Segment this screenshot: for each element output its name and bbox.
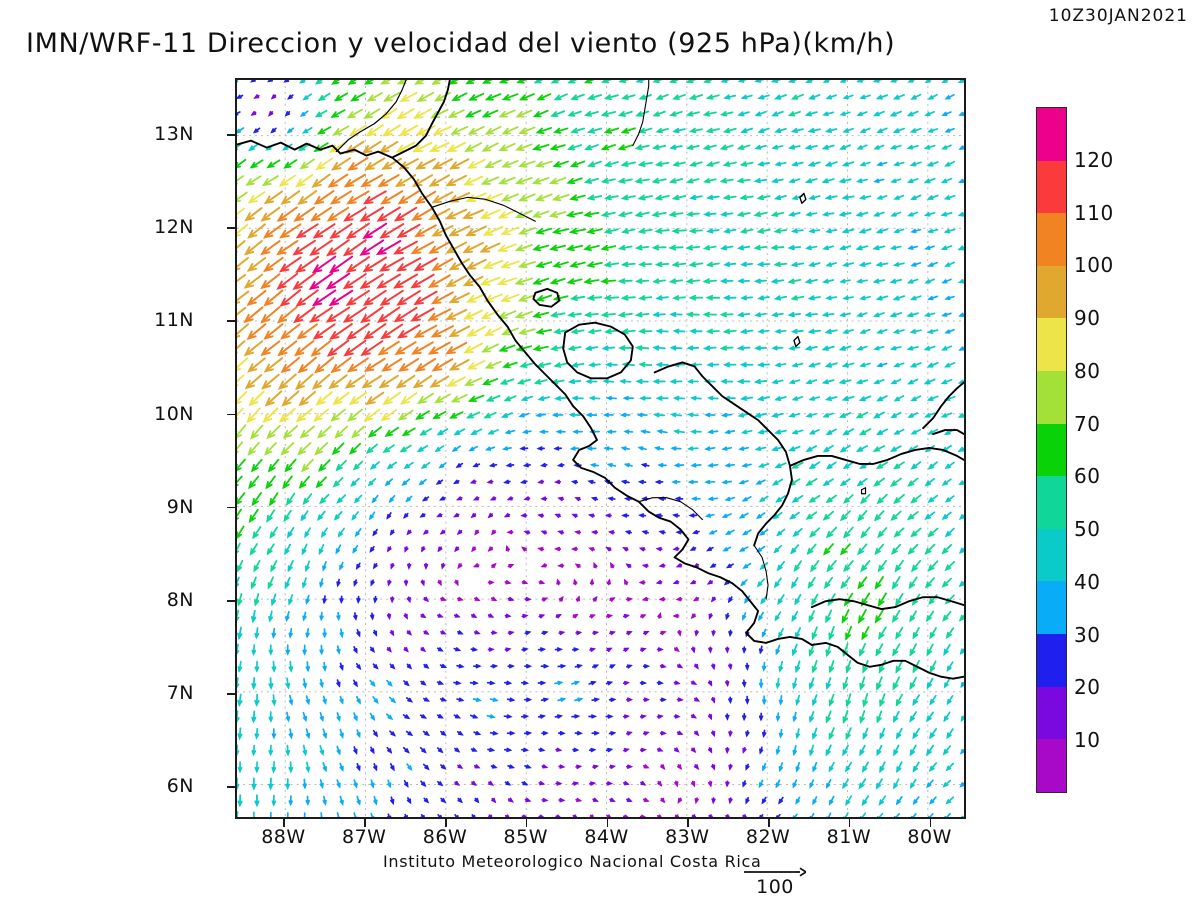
colorbar-label-90: 90 xyxy=(1074,306,1101,331)
colorbar-band-20 xyxy=(1037,686,1066,740)
colorbar-band-80 xyxy=(1037,371,1066,424)
forecast-timestamp: 10Z30JAN2021 xyxy=(1048,6,1188,26)
x-axis-label-80W: 80W xyxy=(907,826,952,848)
x-axis-label-82W: 82W xyxy=(745,826,791,848)
x-axis-label-86W: 86W xyxy=(422,826,468,848)
x-tick-85W xyxy=(525,819,528,827)
right-arrow-icon xyxy=(744,867,806,877)
page-title: IMN/WRF-11 Direccion y velocidad del vie… xyxy=(26,28,896,59)
y-tick-10N xyxy=(227,413,235,416)
x-tick-80W xyxy=(929,819,932,827)
colorbar-label-30: 30 xyxy=(1074,622,1101,647)
colorbar-band-90 xyxy=(1037,318,1066,372)
colorbar-band-60 xyxy=(1037,476,1066,529)
y-tick-9N xyxy=(227,506,235,509)
y-tick-6N xyxy=(227,786,235,788)
colorbar-label-80: 80 xyxy=(1074,358,1101,383)
reference-vector-label: 100 xyxy=(756,876,794,898)
colorbar-band-10 xyxy=(1037,739,1066,792)
colorbar-band-30 xyxy=(1037,634,1066,687)
y-tick-7N xyxy=(227,693,235,695)
y-axis-label-11N: 11N xyxy=(154,309,194,332)
y-axis-label-13N: 13N xyxy=(154,122,194,145)
y-axis-label-9N: 9N xyxy=(166,495,194,518)
y-tick-11N xyxy=(227,320,235,322)
y-tick-8N xyxy=(227,599,235,602)
colorbar-label-50: 50 xyxy=(1074,517,1101,542)
colorbar-label-120: 120 xyxy=(1074,147,1114,172)
x-tick-88W xyxy=(283,819,286,827)
y-axis-label-12N: 12N xyxy=(154,216,194,239)
colorbar-band-40 xyxy=(1037,581,1066,635)
colorbar-label-60: 60 xyxy=(1074,464,1101,489)
colorbar-label-110: 110 xyxy=(1074,200,1114,225)
x-axis-label-84W: 84W xyxy=(584,826,629,848)
wind-arrow-layer xyxy=(237,80,964,817)
institute-credit: Instituto Meteorologico Nacional Costa R… xyxy=(383,852,762,871)
colorbar-label-10: 10 xyxy=(1074,728,1101,753)
x-tick-81W xyxy=(848,819,851,827)
colorbar-label-40: 40 xyxy=(1074,569,1101,594)
x-tick-83W xyxy=(687,819,689,827)
y-axis-label-7N: 7N xyxy=(166,682,194,705)
colorbar-label-70: 70 xyxy=(1074,411,1101,436)
colorbar-band-70 xyxy=(1037,423,1066,477)
colorbar-band-110 xyxy=(1037,213,1066,266)
colorbar-label-100: 100 xyxy=(1074,253,1114,278)
x-axis-label-88W: 88W xyxy=(261,826,306,848)
x-axis-label-83W: 83W xyxy=(665,826,710,848)
x-tick-87W xyxy=(364,819,366,827)
y-axis-label-6N: 6N xyxy=(166,775,194,798)
x-tick-86W xyxy=(445,819,447,827)
colorbar-band-120 xyxy=(1037,160,1066,214)
x-tick-84W xyxy=(606,819,609,827)
speed-colorbar[interactable] xyxy=(1036,107,1067,793)
wind-vector-map[interactable] xyxy=(235,78,966,819)
colorbar-band-50 xyxy=(1037,528,1066,582)
x-axis-label-85W: 85W xyxy=(503,826,549,848)
y-tick-12N xyxy=(227,227,235,229)
colorbar-band-130 xyxy=(1037,108,1066,161)
x-axis-label-81W: 81W xyxy=(826,826,872,848)
y-tick-13N xyxy=(227,133,235,136)
x-axis-label-87W: 87W xyxy=(342,826,387,848)
colorbar-band-100 xyxy=(1037,265,1066,319)
y-axis-label-10N: 10N xyxy=(154,402,194,425)
y-axis-label-8N: 8N xyxy=(166,588,194,611)
x-tick-82W xyxy=(768,819,770,827)
colorbar-label-20: 20 xyxy=(1074,675,1101,700)
